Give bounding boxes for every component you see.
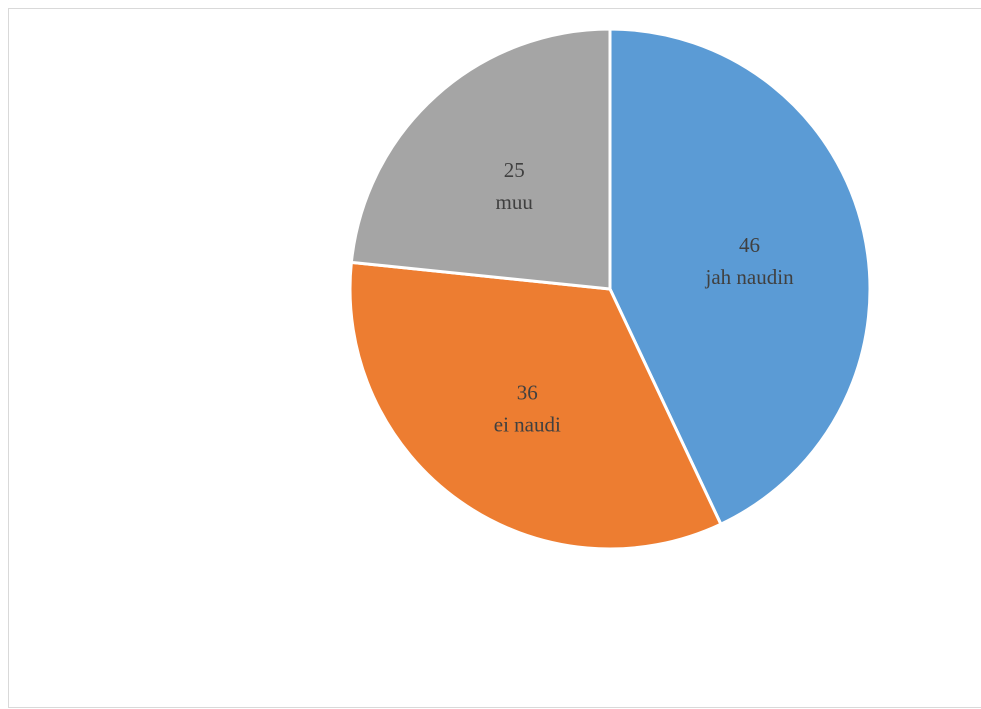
slice-value-label-2: 25 [504, 158, 525, 182]
pie-slice-2 [349, 27, 612, 291]
slice-category-label-0: jah naudin [705, 265, 795, 289]
slice-category-label-2: muu [496, 190, 534, 214]
pie-slice-1 [348, 260, 723, 551]
pie-chart: 46 jah naudin 36 ei naudi 25 muu [348, 27, 872, 551]
chart-area: 46 jah naudin 36 ei naudi 25 muu [8, 8, 981, 708]
slice-category-label-1: ei naudi [494, 413, 561, 437]
slice-value-label-0: 46 [739, 233, 760, 257]
pie-slice-0 [608, 27, 872, 526]
slice-value-label-1: 36 [517, 381, 538, 405]
